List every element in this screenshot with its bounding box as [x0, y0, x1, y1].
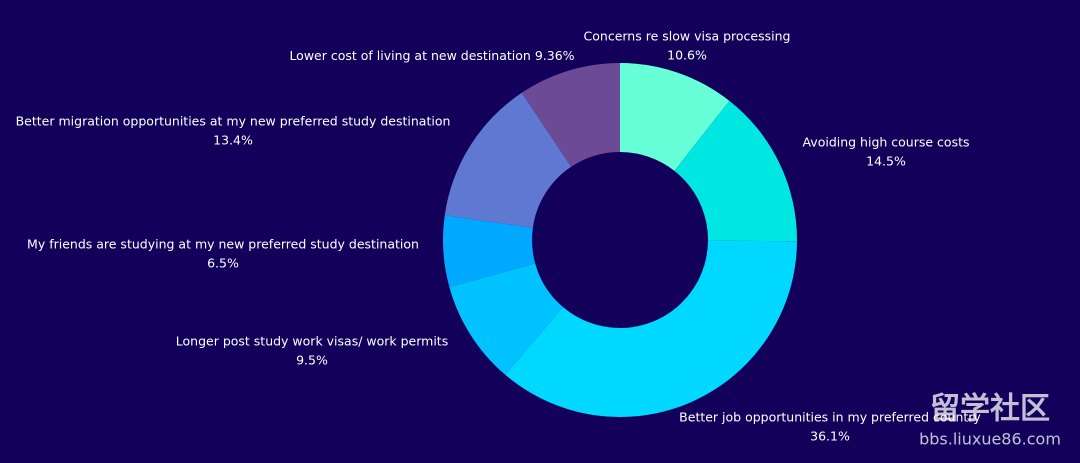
value-label: 36.1%: [810, 429, 850, 444]
donut-slice: [449, 263, 563, 375]
category-label: My friends are studying at my new prefer…: [27, 237, 419, 252]
value-label: 9.5%: [296, 353, 328, 368]
slice-label: Lower cost of living at new destination 9…: [289, 48, 574, 63]
category-label: Avoiding high course costs: [802, 135, 969, 150]
value-label: 6.5%: [207, 256, 239, 271]
donut-slice: [443, 215, 536, 287]
watermark-url: bbs.liuxue86.com: [919, 430, 1061, 449]
value-label: 10.6%: [667, 48, 707, 63]
category-label: Longer post study work visas/ work permi…: [176, 334, 448, 349]
donut: [443, 63, 798, 418]
donut-slice: [521, 63, 620, 167]
donut-slice: [444, 92, 572, 228]
donut-slice: [674, 100, 798, 242]
labels: Concerns re slow visa processing 10.6% Avo…: [16, 29, 982, 444]
watermark: 留学社区: [930, 392, 1050, 427]
category-label: Better job opportunities in my preferred…: [679, 410, 981, 425]
category-label: Lower cost of living at new destination: [289, 48, 530, 63]
donut-slice: [620, 63, 730, 171]
donut-slice: [505, 240, 797, 418]
value-label: 13.4%: [213, 133, 253, 148]
value-label: 9.36%: [535, 48, 575, 63]
category-label: Better migration opportunities at my new…: [16, 114, 451, 129]
value-label: 14.5%: [866, 154, 906, 169]
category-label: Concerns re slow visa processing: [584, 29, 791, 44]
